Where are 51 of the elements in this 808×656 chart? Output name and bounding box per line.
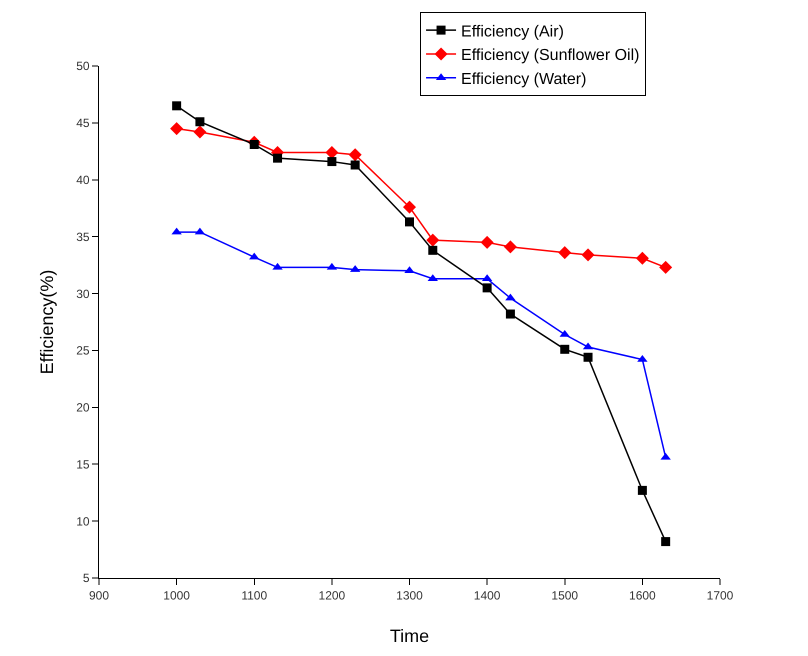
point: [172, 101, 182, 110]
point: [480, 236, 494, 249]
y-axis-title: Efficiency(%): [37, 270, 57, 374]
x-tick-label: 1300: [396, 588, 424, 602]
y-tick-label: 25: [76, 344, 90, 358]
x-tick-label: 1400: [474, 588, 501, 602]
point: [504, 240, 517, 254]
point: [350, 160, 360, 170]
point: [582, 248, 595, 262]
point: [325, 146, 338, 159]
point: [659, 260, 672, 274]
point: [482, 283, 492, 292]
point: [403, 200, 416, 214]
x-tick-label: 1200: [318, 588, 346, 602]
point: [195, 117, 204, 126]
point: [506, 310, 515, 319]
point: [170, 122, 184, 136]
y-tick-label: 40: [76, 172, 90, 187]
y-tick-label: 5: [82, 571, 90, 586]
legend-label: Efficiency (Sunflower Oil): [461, 47, 640, 64]
point: [273, 154, 282, 163]
point: [428, 246, 438, 255]
point: [428, 274, 438, 282]
x-tick-label: 1700: [706, 588, 734, 602]
x-tick-label: 900: [88, 588, 110, 602]
y-tick-label: 35: [76, 230, 90, 244]
x-tick-label: 1500: [551, 588, 578, 602]
x-tick-label: 1100: [241, 588, 268, 602]
point: [348, 148, 362, 162]
x-tick-label: 1000: [163, 588, 190, 602]
y-tick-label: 20: [76, 400, 90, 415]
point: [636, 252, 649, 265]
y-tick-label: 50: [76, 59, 90, 74]
legend-label: Efficiency (Air): [461, 23, 564, 40]
x-axis-title: Time: [390, 626, 430, 646]
y-tick-label: 10: [76, 514, 90, 528]
point: [638, 486, 647, 495]
point: [405, 217, 414, 226]
y-tick-label: 45: [76, 116, 90, 130]
point: [560, 344, 570, 354]
y-tick-label: 30: [76, 286, 90, 301]
legend-label: Efficiency (Water): [461, 70, 586, 88]
x-tick-label: 1600: [629, 588, 656, 602]
point: [426, 234, 440, 247]
point: [250, 140, 259, 150]
point: [661, 537, 670, 546]
y-tick-label: 15: [76, 457, 90, 472]
point: [193, 125, 206, 138]
point: [584, 352, 593, 362]
point: [558, 246, 572, 260]
point: [327, 157, 336, 166]
